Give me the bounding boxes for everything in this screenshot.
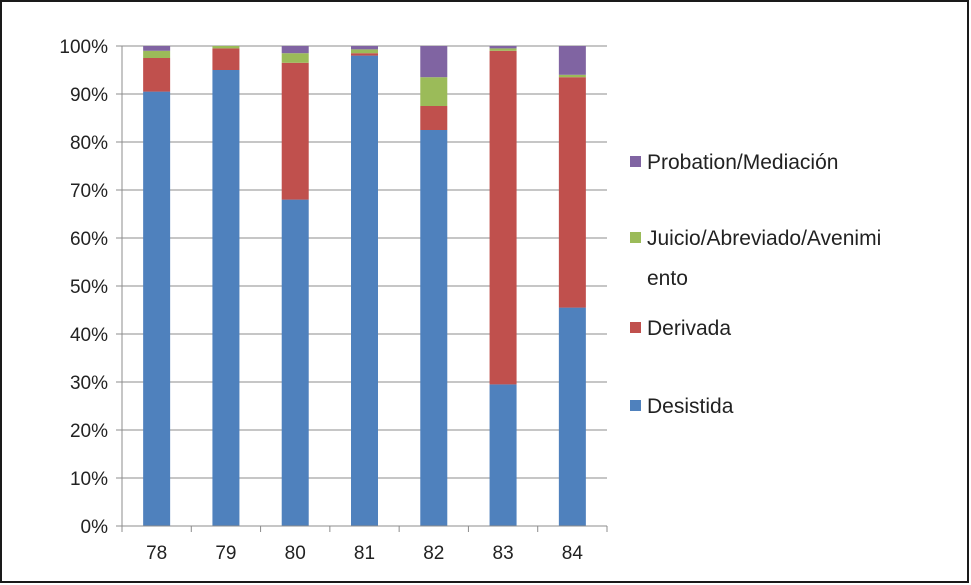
bar-segment (212, 48, 240, 70)
x-tick-label: 81 (354, 543, 375, 564)
bar-segment (558, 77, 586, 308)
bar-segment (489, 50, 517, 385)
legend-label: Juicio/Abreviado/Avenimi (647, 227, 881, 250)
bars (143, 46, 586, 526)
bar-segment (351, 53, 378, 56)
x-tick-label: 83 (493, 543, 514, 564)
y-tick-label: 100% (59, 37, 108, 58)
bar-segment (351, 55, 378, 526)
bar-segment (489, 384, 517, 526)
y-tick-label: 80% (70, 133, 108, 154)
bar-segment (281, 62, 309, 200)
y-tick-label: 50% (70, 277, 108, 298)
y-tick-label: 40% (70, 325, 108, 346)
bar-segment (212, 70, 240, 526)
bar-segment (489, 46, 517, 49)
y-tick-label: 10% (70, 469, 108, 490)
y-tick-label: 0% (81, 517, 109, 538)
bar-segment (281, 199, 309, 526)
legend-label: Derivada (647, 317, 731, 340)
legend-swatch (630, 322, 641, 333)
x-tick-label: 78 (146, 543, 167, 564)
bar-segment (351, 46, 378, 50)
x-tick-label: 79 (215, 543, 236, 564)
x-tick-label: 80 (285, 543, 306, 564)
bar-segment (558, 74, 586, 78)
legend-swatch (630, 156, 641, 167)
bar-segment (420, 106, 448, 130)
bar-segment (143, 91, 171, 526)
bar-segment (281, 53, 309, 63)
legend: Probation/Mediación Juicio/Abreviado/Aven… (630, 151, 881, 418)
bar-segment (351, 49, 378, 54)
y-tick-label: 60% (70, 229, 108, 250)
y-tick-label: 30% (70, 373, 108, 394)
y-tick-label: 70% (70, 181, 108, 202)
y-tick-label: 90% (70, 85, 108, 106)
bar-segment (558, 46, 586, 75)
legend-swatch (630, 400, 641, 411)
bar-segment (489, 48, 517, 51)
legend-label: Probation/Mediación (647, 151, 838, 174)
bar-segment (212, 46, 240, 49)
legend-label: Desistida (647, 395, 734, 418)
bar-segment (420, 77, 448, 106)
x-tick-label: 84 (562, 543, 584, 564)
bar-segment (143, 58, 171, 92)
x-tick-label: 82 (423, 543, 444, 564)
bar-segment (281, 46, 309, 54)
legend-label: ento (647, 267, 688, 290)
bar-segment (420, 46, 448, 78)
bar-segment (143, 46, 171, 51)
legend-swatch (630, 232, 641, 243)
axes: 0% 10% 20% 30% 40% 50% 60% 70% 80% 90% 100% 78 79 80 8… (59, 37, 608, 564)
bar-segment (420, 130, 448, 526)
bar-segment (143, 50, 171, 58)
y-tick-label: 20% (70, 421, 108, 442)
bar-segment (558, 307, 586, 526)
